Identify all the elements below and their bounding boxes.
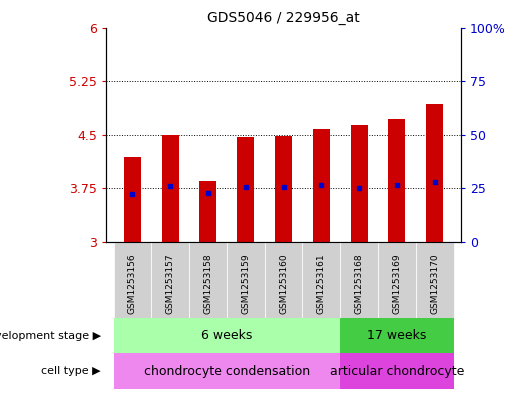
Text: GSM1253161: GSM1253161 (317, 253, 326, 314)
Text: 6 weeks: 6 weeks (201, 329, 253, 342)
FancyBboxPatch shape (378, 242, 416, 318)
Bar (237, 137, 254, 242)
Text: articular chondrocyte: articular chondrocyte (330, 365, 464, 378)
FancyBboxPatch shape (264, 242, 303, 318)
FancyBboxPatch shape (416, 242, 454, 318)
FancyBboxPatch shape (113, 353, 340, 389)
Text: GSM1253169: GSM1253169 (392, 253, 401, 314)
FancyBboxPatch shape (227, 242, 264, 318)
FancyBboxPatch shape (340, 242, 378, 318)
Text: development stage ▶: development stage ▶ (0, 331, 101, 341)
Bar (124, 157, 141, 242)
Text: GSM1253159: GSM1253159 (241, 253, 250, 314)
FancyBboxPatch shape (152, 242, 189, 318)
Bar (275, 136, 292, 242)
Text: GSM1253170: GSM1253170 (430, 253, 439, 314)
Text: GSM1253168: GSM1253168 (355, 253, 364, 314)
Text: GSM1253157: GSM1253157 (166, 253, 175, 314)
Text: chondrocyte condensation: chondrocyte condensation (144, 365, 310, 378)
Bar (351, 125, 368, 242)
FancyBboxPatch shape (113, 242, 152, 318)
Text: cell type ▶: cell type ▶ (41, 366, 101, 376)
Title: GDS5046 / 229956_at: GDS5046 / 229956_at (207, 11, 360, 25)
Bar (426, 104, 443, 242)
Bar (313, 129, 330, 242)
FancyBboxPatch shape (189, 242, 227, 318)
Bar (199, 181, 216, 242)
FancyBboxPatch shape (340, 353, 454, 389)
Text: GSM1253160: GSM1253160 (279, 253, 288, 314)
Text: GSM1253158: GSM1253158 (204, 253, 213, 314)
FancyBboxPatch shape (340, 318, 454, 353)
Text: GSM1253156: GSM1253156 (128, 253, 137, 314)
Text: 17 weeks: 17 weeks (367, 329, 427, 342)
FancyBboxPatch shape (113, 318, 340, 353)
Bar (162, 134, 179, 242)
FancyBboxPatch shape (303, 242, 340, 318)
Bar (388, 119, 405, 242)
